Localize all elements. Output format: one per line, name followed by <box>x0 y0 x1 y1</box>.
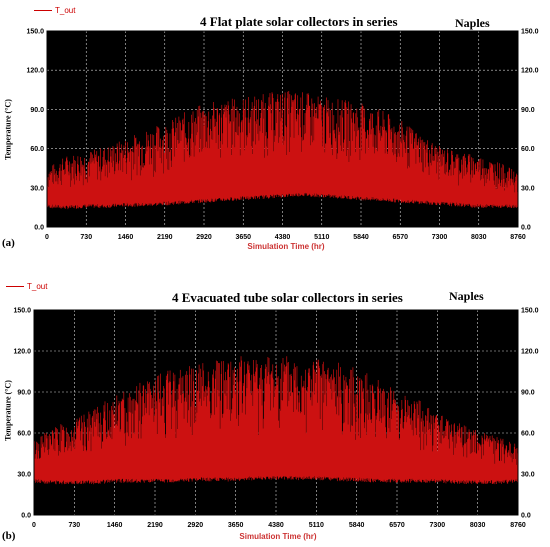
y-tick-left-a-3: 90.0 <box>30 107 44 114</box>
y-axis-label-b: Temperature (°C) <box>3 380 13 441</box>
y-tick-left-a-2: 60.0 <box>30 146 44 153</box>
legend-a: T_out <box>34 6 75 15</box>
x-tick-b-3: 2190 <box>147 522 163 529</box>
x-tick-a-10: 7300 <box>432 234 448 241</box>
y-tick-right-b-1: 30.0 <box>521 472 535 479</box>
y-tick-right-b-2: 60.0 <box>521 431 535 438</box>
chart-svg-a: 0.0 0.0 30.0 30.0 60.0 60.0 90.0 90.0 120.0 120.0… <box>26 29 539 242</box>
x-tick-a-12: 8760 <box>510 234 526 241</box>
x-tick-a-4: 2920 <box>196 234 212 241</box>
chart-title-a: 4 Flat plate solar collectors in series <box>200 14 398 29</box>
chart-panel-a: 0.0 0.0 30.0 30.0 60.0 60.0 90.0 90.0 120.0 120.0… <box>0 0 550 272</box>
legend-swatch-a <box>34 10 52 12</box>
location-label-b: Naples <box>449 289 484 303</box>
y-tick-left-b-3: 90.0 <box>17 390 31 397</box>
x-axis-label-b: Simulation Time (hr) <box>239 532 317 541</box>
y-tick-right-a-4: 120.0 <box>521 68 539 75</box>
x-axis-label-a: Simulation Time (hr) <box>247 242 325 251</box>
chart-panel-b: 0.0 0.0 30.0 30.0 60.0 60.0 90.0 90.0 120.0 120.0… <box>0 272 550 547</box>
plot-frame-a <box>46 30 519 228</box>
x-tick-a-5: 3650 <box>235 234 251 241</box>
y-tick-right-b-0: 0.0 <box>521 513 531 520</box>
panel-label-b: (b) <box>2 530 16 542</box>
y-tick-left-a-5: 150.0 <box>26 29 44 36</box>
x-tick-b-11: 8030 <box>470 522 486 529</box>
x-tick-b-12: 8760 <box>510 522 526 529</box>
x-tick-a-1: 730 <box>80 234 92 241</box>
chart-title-b: 4 Evacuated tube solar collectors in ser… <box>172 290 403 305</box>
legend-label-b: T_out <box>27 282 48 291</box>
plot-frame-b <box>33 309 519 516</box>
panel-label-a: (a) <box>2 237 15 249</box>
legend-b: T_out <box>6 282 47 291</box>
y-tick-left-a-1: 30.0 <box>30 185 44 192</box>
legend-swatch-b <box>6 286 24 288</box>
y-tick-left-a-0: 0.0 <box>34 225 44 232</box>
x-tick-b-0: 0 <box>32 522 36 529</box>
y-tick-right-a-3: 90.0 <box>521 107 535 114</box>
y-axis-label-a: Temperature (°C) <box>3 99 13 160</box>
y-tick-right-a-1: 30.0 <box>521 185 535 192</box>
x-tick-b-7: 5110 <box>309 522 324 529</box>
x-tick-b-5: 3650 <box>228 522 244 529</box>
x-tick-a-3: 2190 <box>157 234 173 241</box>
x-tick-a-11: 8030 <box>471 234 487 241</box>
x-tick-a-0: 0 <box>45 234 49 241</box>
y-tick-left-b-1: 30.0 <box>17 472 31 479</box>
y-tick-right-b-5: 150.0 <box>521 308 539 315</box>
x-tick-b-2: 1460 <box>107 522 123 529</box>
x-tick-b-4: 2920 <box>188 522 204 529</box>
x-tick-b-1: 730 <box>68 522 80 529</box>
x-tick-b-10: 7300 <box>430 522 446 529</box>
y-tick-left-b-2: 60.0 <box>17 431 31 438</box>
x-tick-a-2: 1460 <box>118 234 134 241</box>
y-tick-left-a-4: 120.0 <box>26 68 44 75</box>
y-tick-left-b-5: 150.0 <box>13 308 31 315</box>
x-tick-a-6: 4380 <box>275 234 291 241</box>
legend-label-a: T_out <box>55 6 76 15</box>
y-tick-right-b-3: 90.0 <box>521 390 535 397</box>
y-tick-right-a-0: 0.0 <box>521 225 531 232</box>
x-tick-b-8: 5840 <box>349 522 365 529</box>
x-tick-b-6: 4380 <box>268 522 284 529</box>
y-tick-left-b-4: 120.0 <box>13 349 31 356</box>
x-tick-a-9: 6570 <box>392 234 408 241</box>
y-tick-left-b-0: 0.0 <box>21 513 31 520</box>
x-tick-a-7: 5110 <box>314 234 329 241</box>
y-tick-right-a-2: 60.0 <box>521 146 535 153</box>
y-tick-right-a-5: 150.0 <box>521 29 539 36</box>
x-tick-b-9: 6570 <box>389 522 405 529</box>
x-tick-a-8: 5840 <box>353 234 369 241</box>
y-tick-right-b-4: 120.0 <box>521 349 539 356</box>
chart-svg-b: 0.0 0.0 30.0 30.0 60.0 60.0 90.0 90.0 120.0 120.0… <box>13 308 539 530</box>
location-label-a: Naples <box>455 16 490 30</box>
